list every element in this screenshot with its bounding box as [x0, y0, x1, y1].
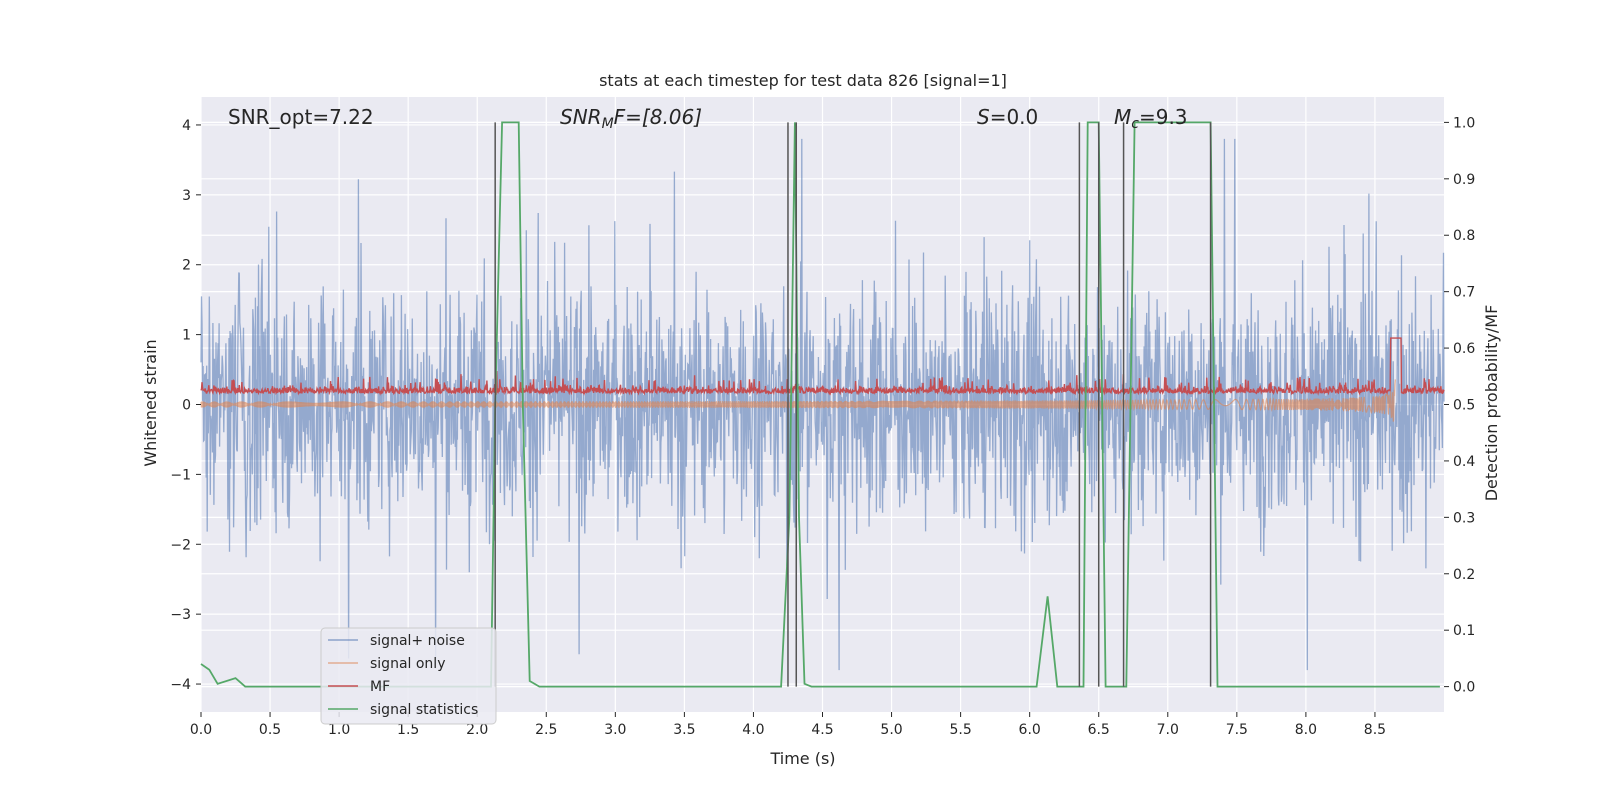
x-tick-label: 0.5	[259, 722, 281, 738]
x-tick-label: 6.0	[1019, 722, 1041, 738]
x-tick-label: 4.0	[742, 722, 764, 738]
y2-tick-label: 0.0	[1453, 680, 1475, 696]
x-tick-label: 5.0	[880, 722, 902, 738]
x-tick-label: 2.5	[535, 722, 557, 738]
series-layer	[200, 121, 1445, 688]
y2-tick-label: 0.3	[1453, 510, 1475, 526]
y-tick-label: −4	[170, 677, 191, 693]
legend-label-signal-statistics: signal statistics	[370, 702, 478, 718]
x-tick-label: 8.5	[1364, 722, 1386, 738]
axes: 0.0 0.5 1.0 1.5 2.0 2.5 3.0 3.5 4.0 4.5 5.0 5.5 6.0 6…	[170, 115, 1475, 738]
x-tick-label: 1.5	[397, 722, 419, 738]
y-tick-label: 1	[182, 328, 191, 344]
y2-tick-label: 0.5	[1453, 398, 1475, 414]
y2-tick-label: 0.9	[1453, 172, 1475, 188]
y-tick-label: 0	[182, 398, 191, 414]
x-axis-title: Time (s)	[769, 749, 835, 768]
x-tick-label: 3.0	[604, 722, 626, 738]
x-tick-label: 1.0	[328, 722, 350, 738]
y-tick-label: −1	[170, 467, 191, 483]
chart-title: stats at each timestep for test data 826…	[599, 71, 1007, 90]
series-signal-noise	[200, 138, 1445, 671]
annotation-s: S=0.0	[977, 105, 1038, 129]
annotation-snr-opt: SNR_opt=7.22	[228, 105, 374, 129]
x-tick-label: 0.0	[190, 722, 212, 738]
y-tick-label: 2	[182, 258, 191, 274]
legend: signal+ noise signal only MF signal stat…	[320, 627, 497, 725]
x-tick-label: 5.5	[949, 722, 971, 738]
x-tick-label: 7.0	[1157, 722, 1179, 738]
x-tick-label: 8.0	[1295, 722, 1317, 738]
annotation-mc: Mc=9.3	[1114, 105, 1188, 132]
legend-label-mf: MF	[370, 679, 390, 695]
y2-tick-label: 1.0	[1453, 115, 1475, 131]
x-tick-label: 3.5	[673, 722, 695, 738]
y-axis-title: Whitened strain	[141, 339, 160, 466]
y2-tick-label: 0.8	[1453, 228, 1475, 244]
x-tick-label: 7.5	[1226, 722, 1248, 738]
y2-tick-label: 0.2	[1453, 567, 1475, 583]
y-tick-label: −3	[170, 607, 191, 623]
y2-tick-label: 0.1	[1453, 623, 1475, 639]
series-mf	[200, 337, 1445, 397]
y2-tick-label: 0.7	[1453, 285, 1475, 301]
y-tick-label: 4	[182, 118, 191, 134]
y2-axis-title: Detection probability/MF	[1482, 305, 1501, 502]
annotation-snr-mf: SNRMF=[8.06]	[560, 105, 702, 132]
y-tick-label: 3	[182, 188, 191, 204]
y2-tick-label: 0.6	[1453, 341, 1475, 357]
y2-tick-label: 0.4	[1453, 454, 1475, 470]
x-tick-label: 4.5	[811, 722, 833, 738]
x-tick-label: 2.0	[466, 722, 488, 738]
legend-label-signal-noise: signal+ noise	[370, 633, 465, 649]
legend-label-signal-only: signal only	[370, 656, 445, 672]
y-tick-label: −2	[170, 537, 191, 553]
x-tick-label: 6.5	[1088, 722, 1110, 738]
